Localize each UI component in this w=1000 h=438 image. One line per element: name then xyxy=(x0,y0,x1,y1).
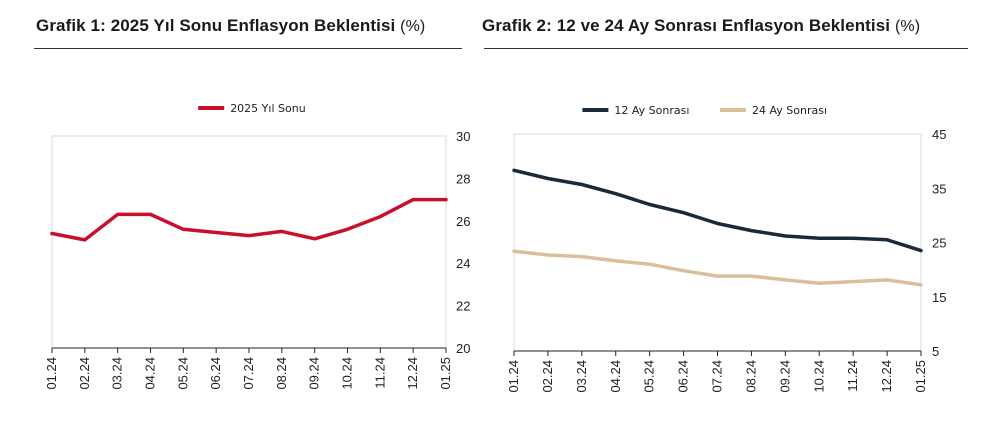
x-tick-label: 05.24 xyxy=(642,360,657,393)
series-line-2025-y-l-sonu xyxy=(50,197,448,242)
x-tick-label: 03.24 xyxy=(574,360,589,393)
chart1-unit: (%) xyxy=(400,18,426,35)
x-tick-label: 02.24 xyxy=(540,360,555,393)
chart1-title-rule xyxy=(34,48,462,49)
x-tick-label: 01.25 xyxy=(913,360,928,393)
x-tick-label: 06.24 xyxy=(208,357,223,390)
y-tick-label: 35 xyxy=(932,181,946,196)
y-tick-label: 28 xyxy=(456,171,470,186)
chart1-title: Grafik 1: 2025 Yıl Sonu Enflasyon Beklen… xyxy=(36,16,425,36)
y-tick-label: 15 xyxy=(932,290,946,305)
x-tick-label: 01.24 xyxy=(44,357,59,390)
legend-label: 12 Ay Sonrası xyxy=(614,104,689,117)
x-tick-label: 02.24 xyxy=(77,357,92,390)
x-tick-label: 04.24 xyxy=(143,357,158,390)
x-tick-label: 10.24 xyxy=(340,357,355,390)
x-tick-label: 09.24 xyxy=(307,357,322,390)
y-tick-label: 24 xyxy=(456,256,470,271)
chart2-unit: (%) xyxy=(894,18,921,35)
x-tick-label: 06.24 xyxy=(676,360,691,393)
chart1: 01.24 02.24 03.24 04.24 05.24 06.24 07.24 08.24… xyxy=(44,102,470,390)
x-tick-label: 08.24 xyxy=(274,357,289,390)
chart2-title: Grafik 2: 12 ve 24 Ay Sonrası Enflasyon … xyxy=(482,16,920,36)
x-tick-label: 07.24 xyxy=(241,357,256,390)
y-tick-label: 26 xyxy=(456,214,470,229)
y-tick-label: 20 xyxy=(456,341,470,356)
plot-frame xyxy=(51,135,447,349)
chart1-title-text: Grafik 1: 2025 Yıl Sonu Enflasyon Beklen… xyxy=(36,16,396,35)
x-tick-label: 12.24 xyxy=(405,357,420,390)
y-tick-label: 25 xyxy=(932,236,946,251)
x-tick-label: 01.25 xyxy=(438,357,453,390)
series-line-12-ay-sonras- xyxy=(512,168,923,253)
y-tick-label: 22 xyxy=(456,299,470,314)
x-tick-label: 07.24 xyxy=(710,360,725,393)
chart2-title-rule xyxy=(484,48,968,49)
plot-frame xyxy=(513,133,922,352)
x-tick-label: 01.24 xyxy=(506,360,521,393)
y-tick-label: 30 xyxy=(456,129,470,144)
legend-label: 24 Ay Sonrası xyxy=(752,104,827,117)
x-tick-label: 12.24 xyxy=(879,360,894,393)
legend-label: 2025 Yıl Sonu xyxy=(230,102,305,115)
x-tick-label: 11.24 xyxy=(845,360,860,392)
x-tick-label: 10.24 xyxy=(811,360,826,393)
x-tick-label: 03.24 xyxy=(110,357,125,390)
x-tick-label: 04.24 xyxy=(608,360,623,393)
x-tick-label: 05.24 xyxy=(175,357,190,390)
series-line-24-ay-sonras- xyxy=(512,249,923,287)
x-tick-label: 11.24 xyxy=(372,357,387,389)
x-tick-label: 09.24 xyxy=(777,360,792,393)
chart2-title-text: Grafik 2: 12 ve 24 Ay Sonrası Enflasyon … xyxy=(482,16,891,35)
y-tick-label: 5 xyxy=(932,344,939,359)
x-tick-label: 08.24 xyxy=(743,360,758,393)
y-tick-label: 45 xyxy=(932,127,946,142)
chart2: 01.24 02.24 03.24 04.24 05.24 06.24 07.24 08.24… xyxy=(506,104,946,393)
